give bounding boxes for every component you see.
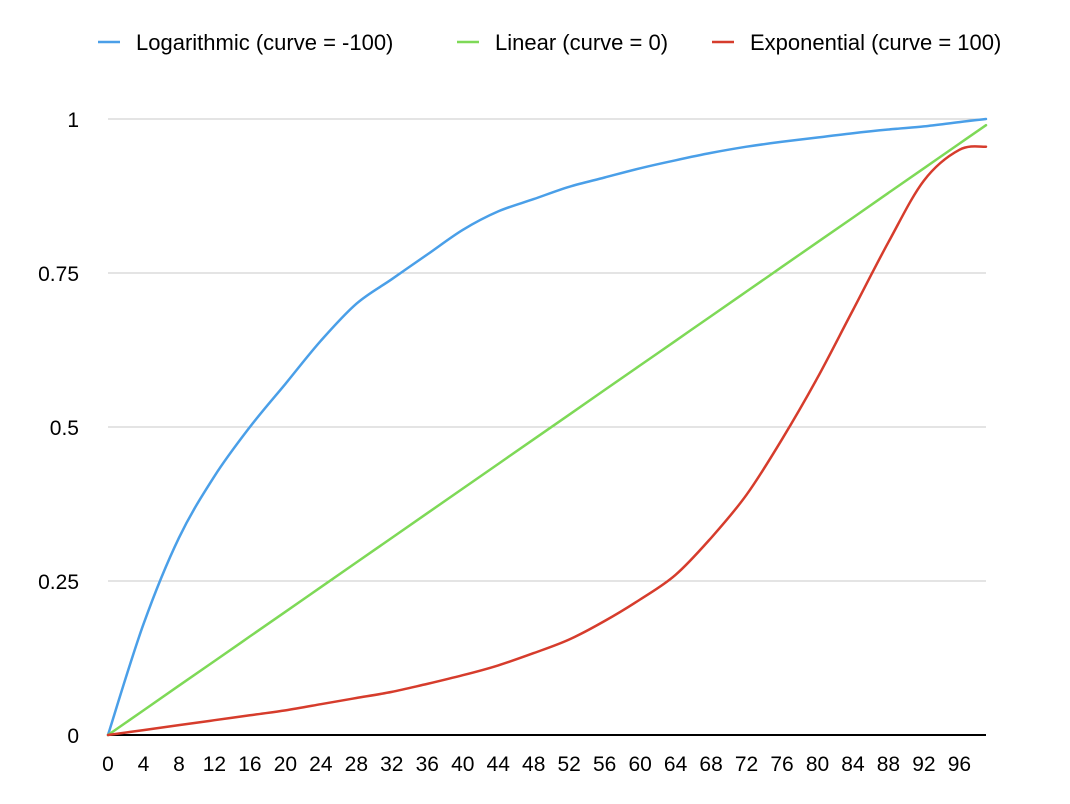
x-tick-label: 96 xyxy=(948,753,971,776)
series-line-0 xyxy=(106,117,988,737)
legend-label-1: Linear (curve = 0) xyxy=(495,30,668,55)
y-tick-label: 1 xyxy=(67,109,79,132)
series-line-2 xyxy=(106,145,988,737)
x-tick-label: 72 xyxy=(735,753,758,776)
y-axis-tick-labels: 0 0.25 0.5 0.75 1 xyxy=(38,109,79,748)
x-tick-label: 48 xyxy=(522,753,545,776)
x-tick-label: 4 xyxy=(138,753,150,776)
x-tick-label: 32 xyxy=(380,753,403,776)
x-tick-label: 80 xyxy=(806,753,829,776)
x-tick-label: 40 xyxy=(451,753,474,776)
y-tick-label: 0.25 xyxy=(38,571,79,594)
x-tick-label: 92 xyxy=(912,753,935,776)
x-tick-label: 84 xyxy=(841,753,865,776)
series-lines xyxy=(106,117,988,737)
x-tick-label: 16 xyxy=(238,753,261,776)
x-tick-label: 8 xyxy=(173,753,185,776)
x-tick-label: 20 xyxy=(274,753,297,776)
x-tick-label: 68 xyxy=(699,753,722,776)
x-tick-label: 12 xyxy=(203,753,226,776)
x-tick-label: 28 xyxy=(345,753,368,776)
x-tick-label: 64 xyxy=(664,753,688,776)
y-tick-label: 0 xyxy=(67,725,79,748)
y-tick-label: 0.5 xyxy=(50,417,79,440)
legend: Logarithmic (curve = -100) Linear (curve … xyxy=(98,30,1001,55)
gridlines xyxy=(108,118,986,736)
y-tick-label: 0.75 xyxy=(38,263,79,286)
x-tick-label: 60 xyxy=(628,753,651,776)
x-tick-label: 24 xyxy=(309,753,333,776)
x-tick-label: 88 xyxy=(877,753,900,776)
legend-label-0: Logarithmic (curve = -100) xyxy=(136,30,393,55)
x-tick-label: 52 xyxy=(557,753,580,776)
legend-label-2: Exponential (curve = 100) xyxy=(750,30,1001,55)
x-tick-label: 0 xyxy=(102,753,114,776)
x-tick-label: 44 xyxy=(487,753,511,776)
x-tick-label: 36 xyxy=(416,753,439,776)
x-axis-tick-labels: 0 4 8 12 16 20 24 28 32 36 40 44 48 52 56 60 64 68 72 76 80 8… xyxy=(102,753,971,776)
x-tick-label: 56 xyxy=(593,753,616,776)
series-line-1 xyxy=(106,123,988,737)
x-tick-label: 76 xyxy=(770,753,793,776)
